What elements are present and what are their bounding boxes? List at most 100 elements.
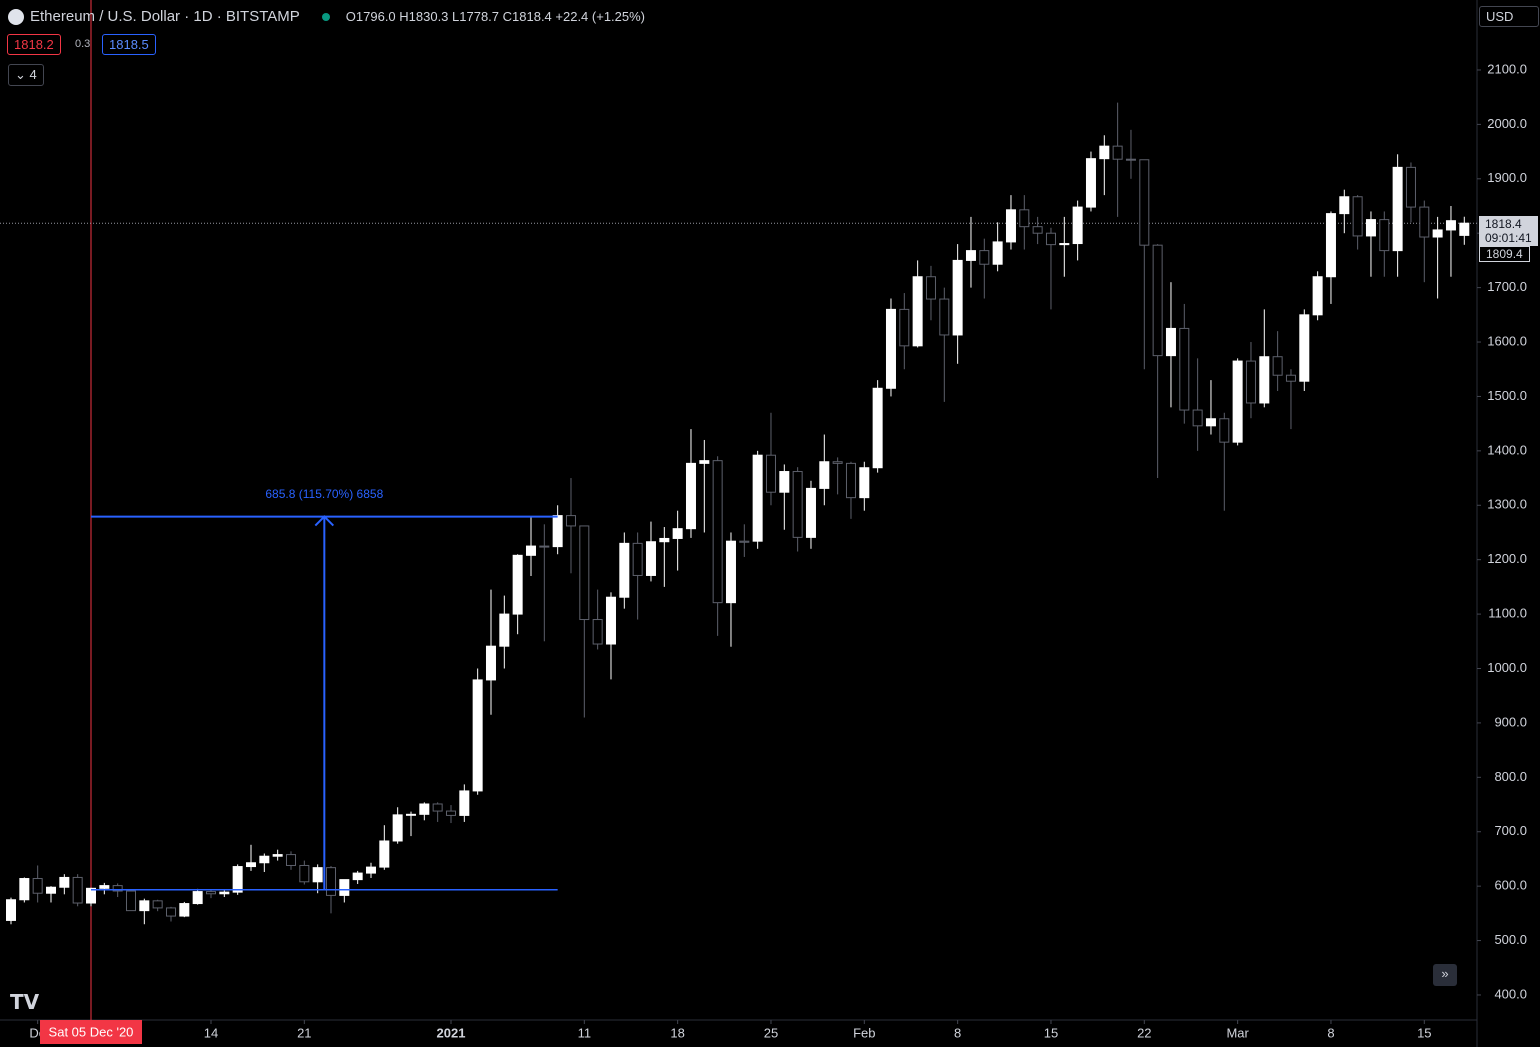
y-tick-label: 900.0	[1494, 714, 1527, 729]
candle-body	[1032, 226, 1043, 234]
candle-body	[1352, 196, 1363, 237]
candle-body	[1259, 356, 1270, 404]
y-tick-label: 1600.0	[1487, 333, 1527, 348]
candle-body	[1059, 243, 1070, 246]
candle-body	[539, 545, 550, 548]
candle-body	[485, 645, 496, 681]
candle-body	[925, 276, 936, 300]
candle-body	[72, 876, 83, 904]
candle-body	[1339, 196, 1350, 215]
candle-body	[45, 886, 56, 894]
candle-body	[32, 878, 43, 894]
candle-body	[685, 462, 696, 530]
candle-body	[979, 250, 990, 265]
x-tick-label: 15	[1044, 1025, 1058, 1040]
candle-body	[579, 525, 590, 621]
candle-body	[339, 879, 350, 896]
candle-body	[205, 891, 216, 895]
candle-body	[392, 814, 403, 842]
candle-body	[885, 308, 896, 389]
y-tick-label: 1100.0	[1488, 606, 1527, 621]
crosshair-label-bg	[39, 1020, 142, 1044]
measure-label: 685.8 (115.70%) 6858	[265, 487, 383, 501]
candle-body	[6, 899, 16, 921]
candle-body	[605, 596, 616, 645]
candle-body	[125, 890, 136, 912]
candle-body	[285, 854, 296, 866]
candle-body	[325, 867, 336, 896]
x-tick-label: 8	[954, 1025, 961, 1040]
candle-body	[645, 541, 656, 576]
candle-body	[445, 810, 456, 816]
candle-body	[1019, 209, 1030, 228]
x-tick-label: 8	[1327, 1025, 1334, 1040]
candle-body	[1459, 222, 1470, 236]
candle-body	[632, 542, 643, 576]
candle-body	[219, 891, 230, 895]
scroll-button[interactable]: »	[1433, 964, 1457, 986]
candle-body	[272, 854, 283, 857]
candle-body	[245, 862, 256, 868]
candle-body	[1365, 219, 1376, 237]
candle-body	[152, 900, 163, 909]
x-tick-label: 22	[1137, 1025, 1151, 1040]
candle-body	[819, 461, 830, 489]
bid[interactable]: 1818.2	[7, 34, 61, 55]
candle-body	[712, 460, 723, 604]
header: Ethereum / U.S. Dollar · 1D · BITSTAMP O…	[8, 8, 645, 25]
x-tick-label: 18	[670, 1025, 684, 1040]
symbol-title[interactable]: Ethereum / U.S. Dollar · 1D · BITSTAMP	[30, 8, 300, 25]
y-tick-label: 1200.0	[1487, 551, 1527, 566]
candle-body	[672, 528, 683, 539]
candle-body	[405, 813, 416, 816]
y-tick-label: 700.0	[1494, 823, 1527, 838]
candle-body	[1405, 166, 1416, 208]
y-tick-label: 2100.0	[1487, 61, 1527, 76]
price-tag: 1818.4 09:01:41	[1479, 216, 1538, 246]
ask[interactable]: 1818.5	[102, 34, 156, 55]
y-tick-label: 1300.0	[1487, 497, 1527, 512]
candle-body	[1419, 206, 1430, 238]
symbol-icon	[8, 8, 24, 25]
x-tick-label: 11	[578, 1025, 592, 1040]
candle-body	[59, 876, 70, 888]
candle-body	[992, 241, 1003, 265]
candle-body	[165, 907, 176, 917]
candle-body	[192, 891, 203, 905]
candle-body	[512, 554, 523, 615]
y-tick-label: 1000.0	[1487, 660, 1527, 675]
candle-body	[139, 900, 150, 912]
y-tick-label: 1700.0	[1487, 279, 1527, 294]
candle-body	[965, 250, 976, 261]
price-axis	[1477, 0, 1540, 1047]
candle-body	[912, 276, 923, 347]
x-tick-label: 15	[1417, 1025, 1431, 1040]
candle-body	[805, 487, 816, 538]
indicators-toggle[interactable]: ⌄ 4	[8, 64, 44, 86]
currency[interactable]: USD	[1479, 6, 1539, 27]
candle-body	[1165, 327, 1176, 357]
candle-body	[1432, 229, 1443, 238]
candle-body	[1232, 360, 1243, 443]
x-tick-label: 14	[204, 1025, 218, 1040]
candle-body	[739, 540, 750, 543]
candle-body	[112, 885, 123, 892]
logo: TV	[10, 990, 40, 1014]
candle-body	[472, 679, 483, 792]
candle-body	[299, 864, 310, 883]
candle-body	[312, 867, 323, 883]
last-price: 1818.4	[1485, 217, 1522, 231]
candle-body	[1045, 232, 1056, 246]
candle-body	[619, 542, 630, 598]
y-tick-label: 400.0	[1494, 986, 1527, 1001]
candle-body	[525, 545, 536, 556]
candle-body	[872, 387, 883, 469]
candle-body	[1099, 145, 1110, 160]
candle-body	[939, 298, 950, 336]
candle-body	[845, 462, 856, 499]
candle-body	[1325, 213, 1336, 278]
ohlc: O1796.0 H1830.3 L1778.7 C1818.4 +22.4 (+…	[345, 9, 646, 24]
candle-body	[459, 790, 470, 816]
candle-body	[792, 471, 803, 538]
candle-body	[832, 461, 843, 464]
